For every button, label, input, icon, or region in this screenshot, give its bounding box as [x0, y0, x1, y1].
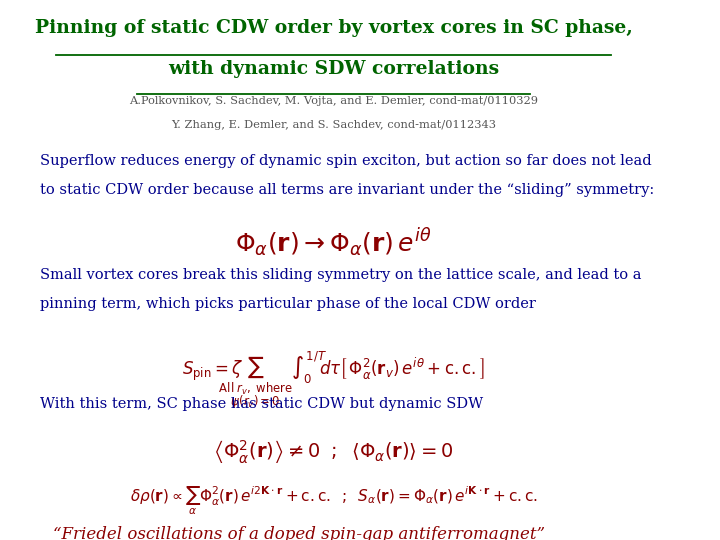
Text: $\left\langle \Phi_{\alpha}^2(\mathbf{r})\right\rangle \neq 0\;\;;\;\;\left\lang: $\left\langle \Phi_{\alpha}^2(\mathbf{r}… — [213, 438, 454, 465]
Text: $\delta\rho(\mathbf{r}) \propto \sum_{\alpha}\Phi_{\alpha}^2(\mathbf{r})\,e^{i2\: $\delta\rho(\mathbf{r}) \propto \sum_{\a… — [130, 484, 537, 517]
Text: “Friedel oscillations of a doped spin-gap antiferromagnet”: “Friedel oscillations of a doped spin-ga… — [53, 525, 544, 540]
Text: Superflow reduces energy of dynamic spin exciton, but action so far does not lea: Superflow reduces energy of dynamic spin… — [40, 154, 652, 168]
Text: A.Polkovnikov, S. Sachdev, M. Vojta, and E. Demler, cond-mat/0110329: A.Polkovnikov, S. Sachdev, M. Vojta, and… — [129, 96, 538, 106]
Text: With this term, SC phase has static CDW but dynamic SDW: With this term, SC phase has static CDW … — [40, 397, 483, 411]
Text: with dynamic SDW correlations: with dynamic SDW correlations — [168, 60, 499, 78]
Text: Small vortex cores break this sliding symmetry on the lattice scale, and lead to: Small vortex cores break this sliding sy… — [40, 268, 642, 282]
Text: to static CDW order because all terms are invariant under the “sliding” symmetry: to static CDW order because all terms ar… — [40, 183, 654, 197]
Text: Y. Zhang, E. Demler, and S. Sachdev, cond-mat/0112343: Y. Zhang, E. Demler, and S. Sachdev, con… — [171, 120, 496, 130]
Text: $\Phi_{\alpha}(\mathbf{r}) \rightarrow \Phi_{\alpha}(\mathbf{r})\,e^{i\theta}$: $\Phi_{\alpha}(\mathbf{r}) \rightarrow \… — [235, 226, 432, 259]
Text: Pinning of static CDW order by vortex cores in SC phase,: Pinning of static CDW order by vortex co… — [35, 19, 632, 37]
Text: pinning term, which picks particular phase of the local CDW order: pinning term, which picks particular pha… — [40, 297, 536, 311]
Text: $S_{\rm pin} = \zeta \!\!\!\!\!\!\!\!\sum_{\substack{\mathrm{All}\;r_v,\;\mathrm: $S_{\rm pin} = \zeta \!\!\!\!\!\!\!\!\su… — [182, 350, 485, 411]
